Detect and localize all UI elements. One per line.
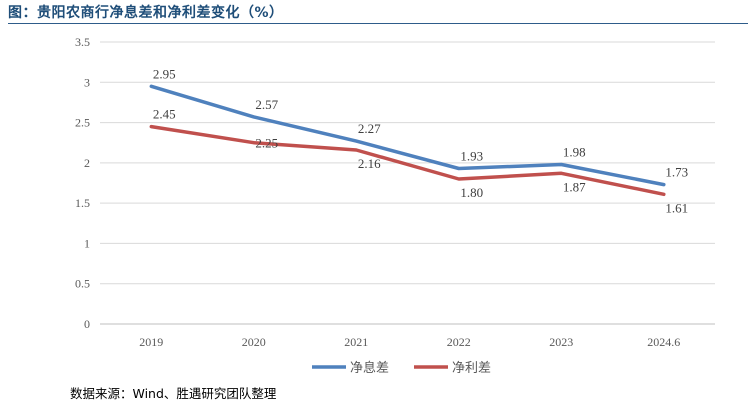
- data-label: 1.93: [460, 148, 483, 163]
- series-line-net-interest-spread: [149, 124, 666, 197]
- x-tick-label: 2019: [139, 335, 163, 349]
- y-tick-label: 1.5: [75, 196, 90, 210]
- y-tick-label: 0.5: [75, 277, 90, 291]
- gridlines: [100, 41, 715, 325]
- y-axis-ticks: 0 0.5 1 1.5 2 2.5 3 3.5: [75, 35, 90, 331]
- x-tick-label: 2023: [549, 335, 573, 349]
- legend-label: 净利差: [452, 361, 491, 376]
- series-line-net-interest-margin: [149, 84, 666, 187]
- x-tick-label: 2024.6: [647, 335, 680, 349]
- data-label: 2.57: [255, 97, 278, 112]
- data-label: 2.25: [255, 136, 278, 151]
- x-axis-ticks: 2019 2020 2021 2022 2023 2024.6: [139, 335, 680, 349]
- y-tick-label: 2.5: [75, 116, 90, 130]
- chart-title: 图：贵阳农商行净息差和净利差变化（%）: [8, 5, 284, 21]
- y-tick-label: 0: [84, 317, 90, 331]
- x-tick-label: 2021: [344, 335, 368, 349]
- y-tick-label: 3: [84, 75, 90, 89]
- data-label: 1.73: [665, 165, 688, 180]
- data-source-note: 数据来源：Wind、胜遇研究团队整理: [70, 386, 277, 401]
- series-lines: [149, 84, 666, 197]
- legend-label: 净息差: [350, 360, 389, 376]
- y-tick-label: 1: [84, 236, 90, 250]
- data-label: 2.27: [358, 121, 381, 136]
- line-chart: 0 0.5 1 1.5 2 2.5 3 3.5 2019 2020 2021 2022 2023 202…: [75, 35, 715, 376]
- y-tick-label: 3.5: [75, 35, 90, 49]
- legend: 净息差 净利差: [312, 360, 491, 376]
- data-label: 1.61: [665, 200, 688, 215]
- data-label: 1.98: [563, 144, 586, 159]
- title-underline: [8, 23, 748, 24]
- x-tick-label: 2022: [447, 335, 471, 349]
- x-tick-label: 2020: [242, 335, 266, 349]
- data-label: 1.80: [460, 185, 483, 200]
- y-tick-label: 2: [84, 156, 90, 170]
- data-labels: 2.95 2.57 2.27 1.93 1.98 1.73 2.45 2.25 2.16 1.80…: [153, 66, 688, 215]
- data-label: 1.87: [563, 179, 586, 194]
- data-label: 2.45: [153, 107, 176, 122]
- data-label: 2.16: [358, 156, 381, 171]
- data-label: 2.95: [153, 66, 176, 81]
